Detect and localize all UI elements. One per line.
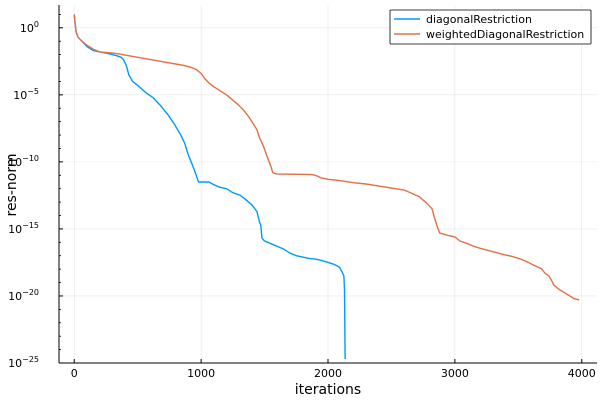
axis-ticks: 0 1000 2000 3000 4000 100 10−5 10−10 10−15 10−20 1… bbox=[8, 13, 596, 380]
y-tick-label: 100 bbox=[20, 20, 39, 35]
series-line-weightedDiagonalRestriction bbox=[73, 14, 580, 301]
y-tick-label: 10−25 bbox=[8, 355, 39, 370]
legend: diagonalRestriction weightedDiagonalRestr… bbox=[389, 9, 592, 45]
legend-entry: weightedDiagonalRestriction bbox=[426, 28, 584, 41]
y-tick-label: 10−20 bbox=[8, 288, 39, 303]
x-tick-label: 0 bbox=[71, 367, 78, 380]
x-tick-label: 4000 bbox=[568, 367, 596, 380]
chart-grid bbox=[59, 5, 597, 364]
y-tick-label: 10−10 bbox=[8, 154, 39, 169]
x-axis-label: iterations bbox=[295, 382, 361, 398]
y-tick-label: 10−15 bbox=[8, 221, 39, 236]
x-tick-label: 2000 bbox=[314, 367, 342, 380]
legend-box bbox=[389, 9, 592, 45]
series-layer bbox=[73, 14, 580, 359]
y-axis-label: res-norm bbox=[4, 154, 20, 217]
legend-entry: diagonalRestriction bbox=[426, 13, 532, 26]
series-line-diagonalRestriction bbox=[73, 14, 346, 359]
x-tick-label: 3000 bbox=[441, 367, 469, 380]
y-tick-label: 10−5 bbox=[13, 87, 39, 102]
x-tick-label: 1000 bbox=[187, 367, 215, 380]
